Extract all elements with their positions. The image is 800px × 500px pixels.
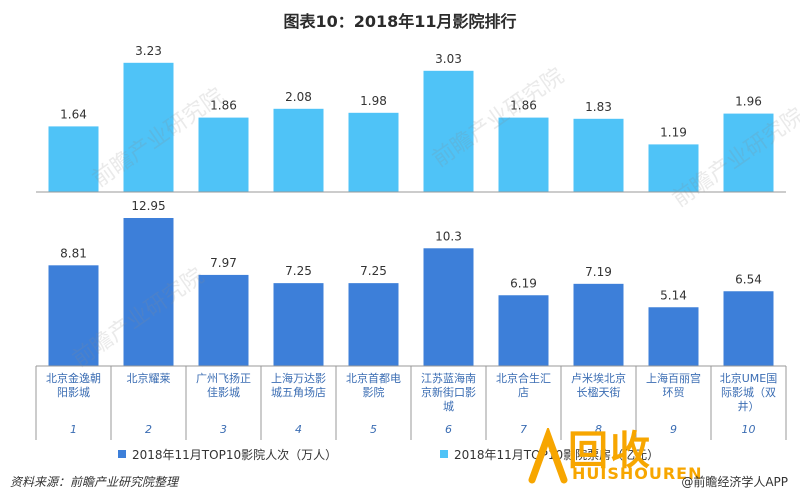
rank-label: 5 [370, 423, 377, 436]
rank-label: 8 [595, 423, 602, 436]
category-label: 北京合生汇 [496, 371, 551, 385]
data-label-boxoffice: 1.83 [585, 100, 612, 114]
category-label: 北京UME国 [720, 371, 778, 385]
category-label: 城五角场店 [271, 385, 326, 399]
category-label: 井） [738, 399, 760, 413]
data-label-boxoffice: 2.08 [285, 90, 312, 104]
data-label-boxoffice: 1.96 [735, 95, 762, 109]
bar-boxoffice [573, 118, 624, 192]
category-label: 江苏蓝海南 [421, 371, 476, 385]
data-label-boxoffice: 1.86 [210, 99, 237, 113]
data-label-boxoffice: 1.64 [60, 107, 87, 121]
rank-label: 7 [520, 423, 527, 436]
legend-label-visitors: 2018年11月TOP10影院人次（万人） [132, 448, 338, 462]
bar-visitors [348, 283, 399, 366]
category-label: 北京首都电 [346, 371, 401, 385]
rank-label: 6 [445, 423, 452, 436]
data-label-boxoffice: 1.86 [510, 99, 537, 113]
rank-label: 3 [220, 423, 227, 436]
data-label-visitors: 8.81 [60, 246, 87, 260]
bar-visitors [423, 248, 474, 366]
category-label: 卢米埃北京 [571, 371, 626, 385]
data-label-visitors: 6.54 [735, 272, 762, 286]
rank-label: 1 [70, 423, 77, 436]
category-label: 北京金逸朝 [46, 371, 101, 385]
rank-label: 2 [145, 423, 152, 436]
data-label-visitors: 12.95 [131, 199, 165, 213]
category-label: 店 [518, 385, 529, 399]
data-label-visitors: 6.19 [510, 276, 537, 290]
legend-item-visitors: 2018年11月TOP10影院人次（万人） [118, 446, 337, 463]
category-label: 长楹天街 [577, 385, 621, 399]
data-label-visitors: 10.3 [435, 229, 462, 243]
data-label-visitors: 7.25 [285, 264, 312, 278]
data-label-visitors: 5.14 [660, 288, 687, 302]
bar-visitors [198, 274, 249, 366]
bar-boxoffice [48, 126, 99, 192]
data-label-boxoffice: 1.19 [660, 125, 687, 139]
data-label-boxoffice: 3.03 [435, 52, 462, 66]
bar-boxoffice [123, 62, 174, 192]
category-label: 上海百丽宫 [646, 371, 701, 385]
bar-visitors [48, 265, 99, 366]
data-label-boxoffice: 3.23 [135, 44, 162, 58]
category-label: 环贸 [663, 386, 685, 399]
bar-visitors [723, 291, 774, 366]
data-label-visitors: 7.97 [210, 256, 237, 270]
category-label: 广州飞扬正 [196, 371, 251, 385]
category-label: 北京耀莱 [127, 371, 171, 385]
data-label-visitors: 7.25 [360, 264, 387, 278]
logo-mark-icon [528, 428, 568, 484]
bar-boxoffice [198, 117, 249, 192]
bar-boxoffice [348, 112, 399, 192]
data-label-boxoffice: 1.98 [360, 94, 387, 108]
rank-label: 10 [742, 423, 756, 436]
bar-visitors [573, 283, 624, 366]
rank-label: 9 [670, 423, 677, 436]
app-attribution: @前瞻经济学人APP [681, 475, 788, 489]
source-note: 资料来源：前瞻产业研究院整理 [10, 475, 179, 489]
category-label: 际影城（双 [721, 386, 776, 399]
category-label: 城 [443, 400, 454, 413]
bar-visitors [123, 218, 174, 366]
chart-title: 图表10：2018年11月影院排行 [283, 12, 517, 31]
recycler-logo: 回收 HUISHOUREN [528, 418, 788, 494]
category-label: 上海万达影 [271, 371, 326, 385]
rank-label: 4 [295, 423, 302, 436]
bar-boxoffice [423, 70, 474, 192]
category-label: 阳影城 [57, 386, 90, 399]
legend-swatch-visitors [118, 450, 126, 458]
logo-text-bottom: HUISHOUREN [572, 464, 703, 483]
data-label-visitors: 7.19 [585, 265, 612, 279]
logo-text-top: 回收 [568, 428, 652, 474]
category-label: 佳影城 [207, 385, 240, 399]
bar-boxoffice [273, 108, 324, 192]
category-label: 京新街口影 [421, 385, 476, 399]
bar-visitors [498, 295, 549, 366]
bar-visitors [273, 283, 324, 366]
category-label: 影院 [363, 385, 385, 399]
bar-boxoffice [498, 117, 549, 192]
bar-visitors [648, 307, 699, 366]
bar-boxoffice [648, 144, 699, 192]
legend-swatch-boxoffice [440, 450, 448, 458]
bar-boxoffice [723, 113, 774, 192]
